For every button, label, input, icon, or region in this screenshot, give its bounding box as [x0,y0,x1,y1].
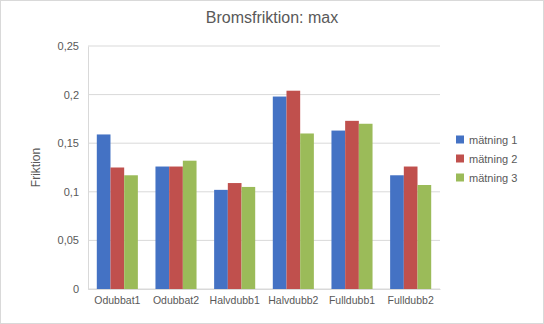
y-tick: 0,15 [58,137,88,149]
legend-swatch [456,136,464,144]
y-axis: 0 0,05 0,1 0,15 0,2 0,25 [58,40,89,295]
bar [359,124,373,289]
bar [404,167,418,289]
bar [228,183,242,289]
bar [286,91,300,289]
grid-line [88,94,440,95]
x-tick-label: Fulldubb2 [388,294,434,306]
legend-label: mätning 3 [469,172,517,184]
y-tick: 0,05 [58,234,88,246]
bar [155,167,169,289]
grid-line [88,46,440,47]
bar [390,175,404,289]
bar [300,133,314,289]
bar-series [110,91,417,289]
grid [88,46,440,289]
x-tick-label: Fulldubb1 [329,294,375,306]
grid-line [88,240,440,241]
x-tick: Odubbat1 [94,289,140,306]
legend: mätning 1 mätning 2 mätning 3 [456,134,517,184]
legend-item: mätning 1 [456,134,517,146]
x-axis-line [89,289,441,290]
bar [110,168,124,290]
bar [242,187,256,289]
legend-item: mätning 2 [456,153,517,165]
bar-series [124,124,431,289]
bar [418,185,432,289]
x-axis: Odubbat1 Odubbat2 Halvdubb1 Halvdubb2 Fulldu… [89,289,441,306]
x-tick-label: Halvdubb1 [210,294,260,306]
bar [183,161,197,289]
bar [97,134,111,289]
grid-line [88,143,440,144]
chart: 0 0,05 0,1 0,15 0,2 0,25 Odubbat1 Odubbat2 Halvd… [0,0,544,324]
y-tick: 0,25 [58,40,88,52]
grid-line [88,191,440,192]
bar [331,131,345,289]
x-tick: Odubbat2 [153,289,199,306]
legend-item: mätning 3 [456,172,517,184]
x-tick: Halvdubb2 [268,289,318,306]
bars [97,91,431,289]
y-tick-label: 0,1 [64,186,79,198]
bar [345,121,359,289]
bar [273,97,287,289]
y-tick-label: 0 [73,283,79,295]
x-tick: Fulldubb1 [329,289,375,306]
bar-series [97,97,404,289]
y-tick-label: 0,2 [64,89,79,101]
x-tick: Fulldubb2 [388,289,434,306]
grid-line [88,289,440,290]
x-tick-label: Odubbat2 [153,294,199,306]
y-tick-label: 0,25 [58,40,79,52]
bar [214,190,228,289]
y-axis-title: Friktion [29,148,43,187]
x-tick-label: Odubbat1 [94,294,140,306]
y-tick: 0,1 [64,186,88,198]
x-tick: Halvdubb1 [210,289,260,306]
y-tick: 0,2 [64,89,88,101]
legend-swatch [456,155,464,163]
y-tick-label: 0,15 [58,137,79,149]
legend-swatch [456,174,464,182]
chart-border [1,1,544,324]
chart-title: Bromsfriktion: max [206,9,338,26]
y-tick-label: 0,05 [58,234,79,246]
y-tick: 0 [73,283,88,295]
bar [169,167,183,289]
legend-label: mätning 1 [469,134,517,146]
bar [124,175,138,289]
x-tick-label: Halvdubb2 [268,294,318,306]
y-axis-line [88,47,89,290]
plot: 0 0,05 0,1 0,15 0,2 0,25 Odubbat1 Odubbat2 Halvd… [58,40,441,306]
legend-label: mätning 2 [469,153,517,165]
